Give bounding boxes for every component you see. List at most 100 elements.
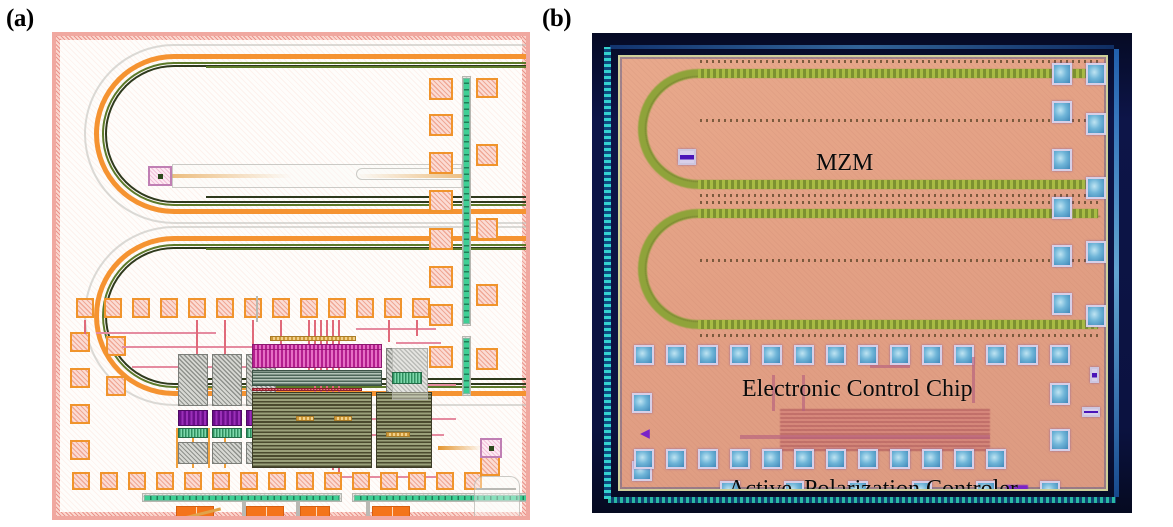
bond-pad[interactable] — [826, 345, 846, 365]
bond-pad[interactable] — [429, 346, 453, 368]
bond-pad[interactable] — [328, 298, 346, 318]
bond-pad[interactable] — [300, 298, 318, 318]
bond-pad[interactable] — [922, 449, 942, 469]
bond-pad[interactable] — [720, 481, 740, 489]
bond-pad[interactable] — [212, 472, 230, 490]
bond-pad[interactable] — [666, 449, 686, 469]
bond-pad[interactable] — [132, 298, 150, 318]
bond-pad[interactable] — [954, 449, 974, 469]
annotation-active-polarization-controller: Active Polarization Controler — [728, 476, 1018, 491]
bond-pad[interactable] — [408, 472, 426, 490]
bond-pad[interactable] — [476, 144, 498, 166]
bond-pad[interactable] — [429, 78, 453, 100]
bond-pad[interactable] — [666, 345, 686, 365]
bond-pad[interactable] — [794, 449, 814, 469]
bond-pad[interactable] — [1052, 293, 1072, 315]
bond-pad[interactable] — [156, 472, 174, 490]
bond-pad[interactable] — [76, 298, 94, 318]
bond-pad[interactable] — [356, 298, 374, 318]
y-splitter — [70, 506, 222, 516]
bond-pad[interactable] — [216, 298, 234, 318]
bond-pad[interactable] — [128, 472, 146, 490]
bond-pad[interactable] — [429, 266, 453, 288]
bond-pad[interactable] — [912, 481, 932, 489]
bond-pad[interactable] — [384, 298, 402, 318]
bond-pad[interactable] — [922, 345, 942, 365]
bond-pad[interactable] — [324, 472, 342, 490]
bond-pad[interactable] — [188, 298, 206, 318]
bond-pad[interactable] — [106, 376, 126, 396]
bond-pad[interactable] — [1086, 305, 1106, 327]
bond-pad[interactable] — [794, 345, 814, 365]
bond-pad[interactable] — [480, 456, 500, 476]
bond-pad[interactable] — [1050, 429, 1070, 451]
bond-pad[interactable] — [1052, 63, 1072, 85]
bond-pad[interactable] — [1086, 241, 1106, 263]
bond-pad[interactable] — [429, 152, 453, 174]
bond-pad[interactable] — [1052, 101, 1072, 123]
bond-pad[interactable] — [476, 348, 498, 370]
panel-a-label: (a) — [6, 5, 34, 32]
bond-pad[interactable] — [70, 332, 90, 352]
bond-pad[interactable] — [698, 449, 718, 469]
bond-pad[interactable] — [380, 472, 398, 490]
bond-pad[interactable] — [1040, 481, 1060, 489]
electronic-control-chip-region — [780, 409, 990, 451]
chip-die-surface: MZM Electronic Control Chip Active Polar… — [618, 55, 1108, 491]
bond-pad[interactable] — [762, 345, 782, 365]
bond-pad[interactable] — [268, 472, 286, 490]
bond-pad[interactable] — [429, 228, 453, 250]
bond-pad[interactable] — [429, 304, 453, 326]
bond-pad[interactable] — [730, 449, 750, 469]
bond-pad[interactable] — [272, 298, 290, 318]
bond-pad[interactable] — [1052, 149, 1072, 171]
bond-pad[interactable] — [429, 190, 453, 212]
bond-pad[interactable] — [72, 472, 90, 490]
bond-pad[interactable] — [296, 472, 314, 490]
bond-pad[interactable] — [100, 472, 118, 490]
bond-pad[interactable] — [634, 449, 654, 469]
bond-pad[interactable] — [848, 481, 868, 489]
bond-pad[interactable] — [1052, 197, 1072, 219]
bond-pad[interactable] — [240, 472, 258, 490]
bond-pad[interactable] — [1052, 245, 1072, 267]
bond-pad[interactable] — [1050, 345, 1070, 365]
bond-pad[interactable] — [1086, 63, 1106, 85]
bond-pad[interactable] — [826, 449, 846, 469]
bond-pad[interactable] — [730, 345, 750, 365]
bond-pad[interactable] — [1018, 345, 1038, 365]
bond-pad[interactable] — [476, 78, 498, 98]
bond-pad[interactable] — [1086, 113, 1106, 135]
bond-pad[interactable] — [70, 440, 90, 460]
bond-pad[interactable] — [858, 449, 878, 469]
bond-pad[interactable] — [70, 404, 90, 424]
bond-pad[interactable] — [104, 298, 122, 318]
bond-pad[interactable] — [954, 345, 974, 365]
die-rim-top — [56, 36, 526, 40]
bond-pad[interactable] — [890, 345, 910, 365]
bond-pad[interactable] — [70, 368, 90, 388]
bond-pad[interactable] — [436, 472, 454, 490]
bond-pad[interactable] — [784, 481, 804, 489]
bond-pad[interactable] — [429, 114, 453, 136]
bond-pad[interactable] — [244, 298, 262, 318]
bond-pad[interactable] — [352, 472, 370, 490]
bond-pad[interactable] — [858, 345, 878, 365]
bond-pad[interactable] — [1050, 383, 1070, 405]
bond-pad[interactable] — [890, 449, 910, 469]
bond-pad[interactable] — [976, 481, 996, 489]
bond-pad[interactable] — [476, 218, 498, 240]
bond-pad[interactable] — [986, 449, 1006, 469]
bond-pad[interactable] — [412, 298, 430, 318]
bond-pad[interactable] — [632, 393, 652, 413]
bond-pad[interactable] — [1086, 177, 1106, 199]
bond-pad[interactable] — [762, 449, 782, 469]
bond-pad[interactable] — [634, 345, 654, 365]
bond-pad[interactable] — [476, 284, 498, 306]
bond-pad[interactable] — [986, 345, 1006, 365]
grating-coupler-left — [148, 166, 172, 186]
bond-pad[interactable] — [698, 345, 718, 365]
bond-pad[interactable] — [184, 472, 202, 490]
bond-pad[interactable] — [160, 298, 178, 318]
